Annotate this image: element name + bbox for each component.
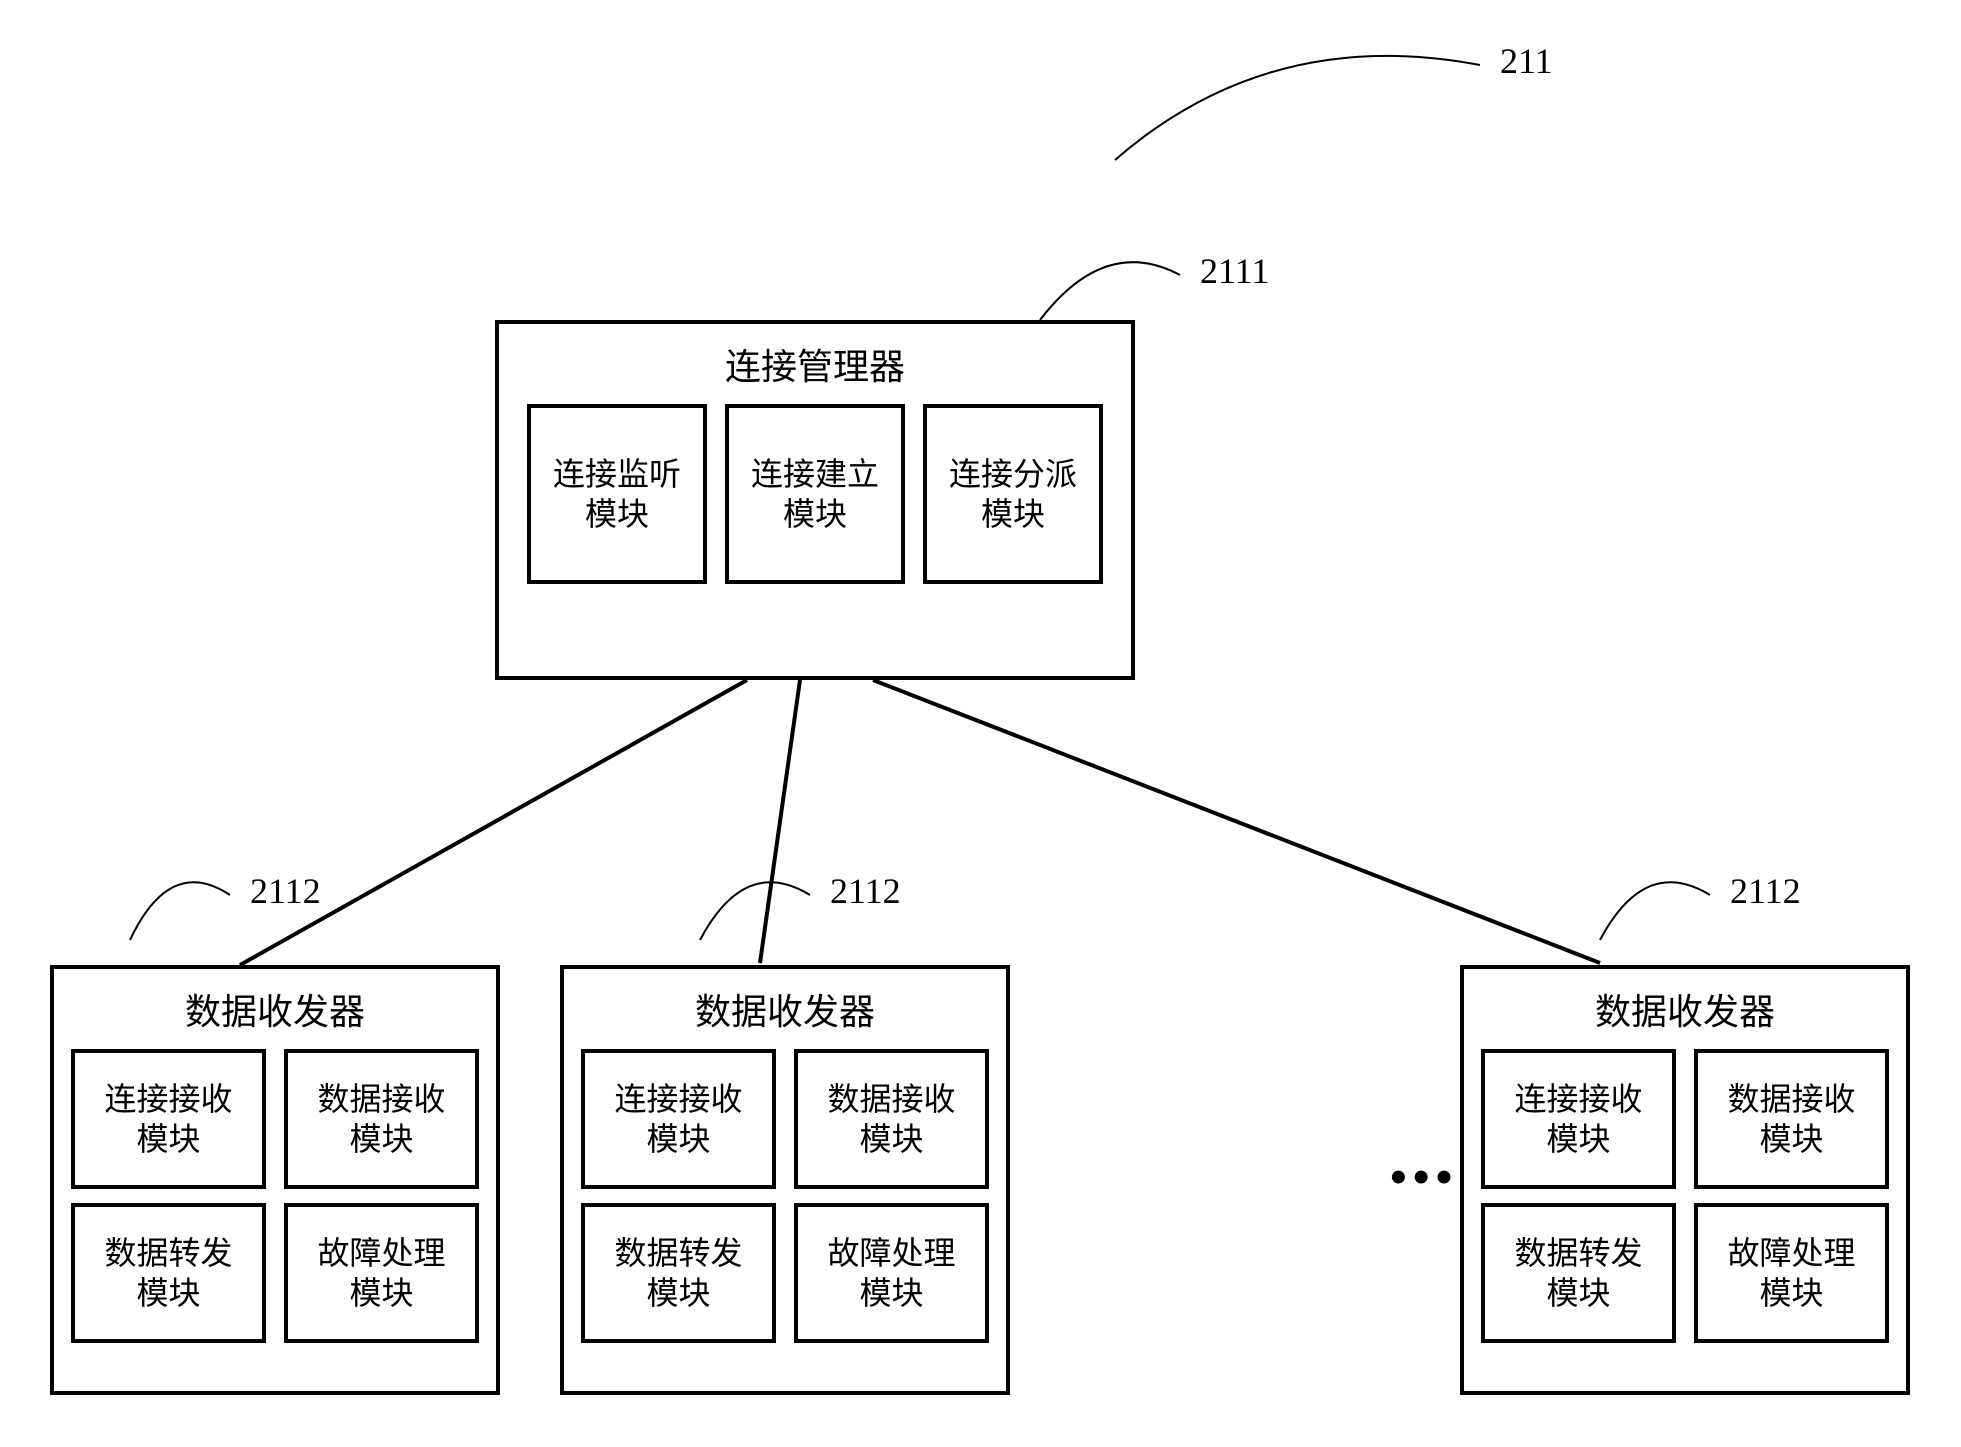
module-listen: 连接监听模块 [527, 404, 707, 584]
module-fault: 故障处理模块 [284, 1203, 479, 1343]
module-data-recv: 数据接收模块 [1694, 1049, 1889, 1189]
callout-211: 211 [1500, 40, 1553, 82]
transceiver-row-1: 数据转发模块 故障处理模块 [1481, 1203, 1889, 1343]
connection-manager-title: 连接管理器 [725, 338, 905, 390]
module-establish: 连接建立模块 [725, 404, 905, 584]
transceiver-row-1: 数据转发模块 故障处理模块 [71, 1203, 479, 1343]
transceiver-row-0: 连接接收模块 数据接收模块 [581, 1049, 989, 1189]
module-fault: 故障处理模块 [1694, 1203, 1889, 1343]
module-conn-recv: 连接接收模块 [71, 1049, 266, 1189]
module-data-recv: 数据接收模块 [794, 1049, 989, 1189]
module-data-fwd: 数据转发模块 [581, 1203, 776, 1343]
callout-2112b: 2112 [830, 870, 901, 912]
connection-manager-box: 连接管理器 连接监听模块 连接建立模块 连接分派模块 [495, 320, 1135, 680]
data-transceiver-title: 数据收发器 [185, 983, 365, 1035]
transceiver-row-0: 连接接收模块 数据接收模块 [1481, 1049, 1889, 1189]
module-dispatch: 连接分派模块 [923, 404, 1103, 584]
callout-2112c: 2112 [1730, 870, 1801, 912]
data-transceiver-title: 数据收发器 [1595, 983, 1775, 1035]
data-transceiver-box: 数据收发器 连接接收模块 数据接收模块 数据转发模块 故障处理模块 [560, 965, 1010, 1395]
data-transceiver-title: 数据收发器 [695, 983, 875, 1035]
manager-row-0: 连接监听模块 连接建立模块 连接分派模块 [527, 404, 1103, 584]
data-transceiver-box: 数据收发器 连接接收模块 数据接收模块 数据转发模块 故障处理模块 [1460, 965, 1910, 1395]
module-data-recv: 数据接收模块 [284, 1049, 479, 1189]
data-transceiver-box: 数据收发器 连接接收模块 数据接收模块 数据转发模块 故障处理模块 [50, 965, 500, 1395]
callout-2112a: 2112 [250, 870, 321, 912]
callout-2111: 2111 [1200, 250, 1269, 292]
module-fault: 故障处理模块 [794, 1203, 989, 1343]
transceiver-row-1: 数据转发模块 故障处理模块 [581, 1203, 989, 1343]
module-data-fwd: 数据转发模块 [71, 1203, 266, 1343]
module-conn-recv: 连接接收模块 [1481, 1049, 1676, 1189]
ellipsis-icon: ••• [1390, 1150, 1458, 1205]
transceiver-row-0: 连接接收模块 数据接收模块 [71, 1049, 479, 1189]
module-conn-recv: 连接接收模块 [581, 1049, 776, 1189]
diagram-canvas: 211 2111 2112 2112 2112 连接管理器 连接监听模块 连接建… [0, 0, 1961, 1447]
module-data-fwd: 数据转发模块 [1481, 1203, 1676, 1343]
